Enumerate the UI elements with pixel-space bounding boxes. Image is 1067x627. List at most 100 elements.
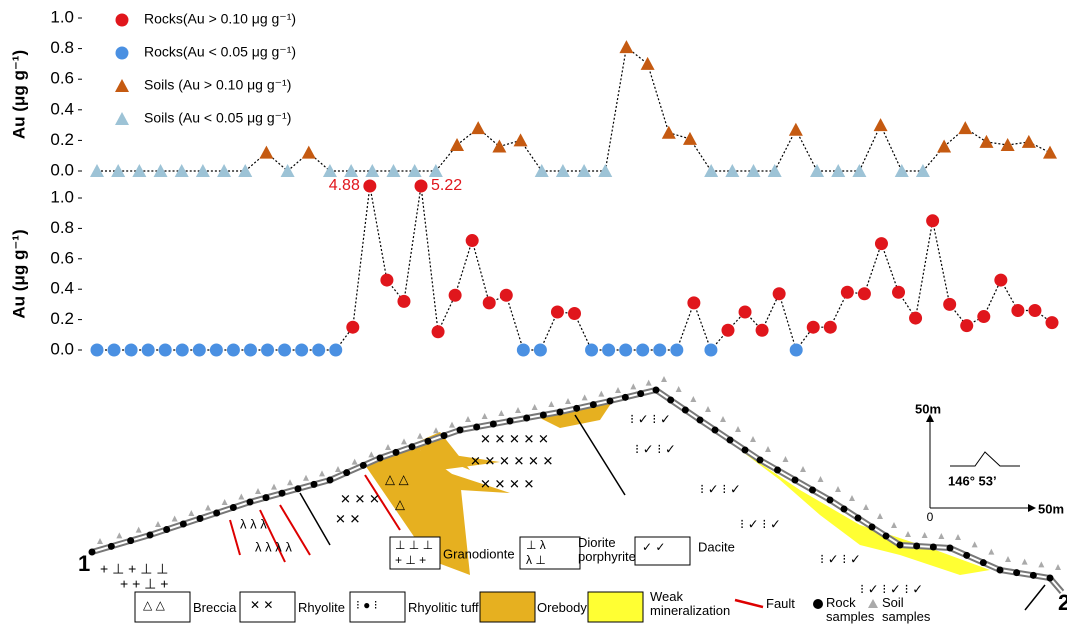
rock-sample xyxy=(667,397,674,404)
soil-sample xyxy=(417,433,423,439)
y-tick-label: 0.6 xyxy=(50,248,74,267)
data-point xyxy=(892,286,905,299)
data-point xyxy=(926,214,939,227)
rock-sample xyxy=(343,469,350,476)
legend-label: Rhyolitic tuff xyxy=(408,601,479,615)
section-start: 1 xyxy=(78,551,90,576)
soil-sample xyxy=(433,427,439,433)
rock-sample xyxy=(1047,575,1054,582)
soil-sample xyxy=(1038,561,1044,567)
svg-text:✕ ✕ ✕ ✕ ✕: ✕ ✕ ✕ ✕ ✕ xyxy=(480,431,549,446)
data-point xyxy=(874,118,888,131)
rock-sample xyxy=(897,542,904,549)
rock-sample xyxy=(441,432,448,439)
y-axis-label: Au (μg g⁻¹) xyxy=(9,50,28,139)
svg-text:λ ⊥: λ ⊥ xyxy=(526,553,546,567)
data-point xyxy=(977,310,990,323)
svg-text:⁝ ✓ ⁝ ✓: ⁝ ✓ ⁝ ✓ xyxy=(820,551,861,566)
soil-sample xyxy=(1022,559,1028,565)
soil-sample xyxy=(155,521,161,527)
soil-sample xyxy=(938,533,944,539)
rock-sample xyxy=(507,418,514,425)
soil-sample xyxy=(800,466,806,472)
rock-sample xyxy=(653,387,660,394)
unit-label: Dacite xyxy=(698,539,735,554)
data-point xyxy=(517,344,530,357)
soil-sample xyxy=(877,513,883,519)
soil-sample xyxy=(303,475,309,481)
y-tick-label: 0.2 xyxy=(50,309,74,328)
svg-text:λ λ λ λ: λ λ λ λ xyxy=(255,539,292,554)
connector xyxy=(864,244,881,294)
data-point xyxy=(1022,135,1036,148)
connector xyxy=(648,64,669,133)
data-point xyxy=(91,344,104,357)
rock-sample xyxy=(1013,569,1020,576)
soil-sample xyxy=(548,401,554,407)
rock-sample xyxy=(573,405,580,412)
soil-sample xyxy=(863,504,869,510)
figure: + ⊥ + ⊥ ⊥ + + ⊥ + λ λ λ λ λ λ λ ✕ ✕ ✕ ✕ … xyxy=(0,0,1067,627)
soil-sample xyxy=(615,387,621,393)
soil-sample xyxy=(449,422,455,428)
soil-sample xyxy=(271,484,277,490)
rock-sample xyxy=(409,443,416,450)
data-point xyxy=(259,146,273,159)
rock-sample xyxy=(295,485,302,492)
soil-sample xyxy=(905,531,911,537)
rock-sample xyxy=(523,415,530,422)
soil-sample xyxy=(532,404,538,410)
data-point xyxy=(568,307,581,320)
connector xyxy=(472,241,489,303)
data-point xyxy=(193,344,206,357)
soil-sample xyxy=(136,527,142,533)
attitude-symbol xyxy=(950,452,1020,466)
data-point xyxy=(415,180,428,193)
connector xyxy=(881,244,898,293)
rock-sample xyxy=(947,545,954,552)
rock-sample xyxy=(457,427,464,434)
y-tick-label: 0.0 xyxy=(50,160,74,179)
rock-sample xyxy=(697,417,704,424)
rock-sample xyxy=(980,559,987,566)
soil-sample xyxy=(922,532,928,538)
legend-marker xyxy=(116,47,129,60)
unit-label: Granodionte xyxy=(443,546,515,561)
rock-sample xyxy=(279,490,286,497)
data-point xyxy=(619,40,633,53)
y-tick-label: 0.4 xyxy=(50,99,74,118)
soil-sample xyxy=(188,510,194,516)
rock-sample xyxy=(263,494,270,501)
soil-sample xyxy=(835,486,841,492)
soil-sample xyxy=(319,470,325,476)
data-point xyxy=(108,344,121,357)
soil-sample xyxy=(735,426,741,432)
cross-section: + ⊥ + ⊥ ⊥ + + ⊥ + λ λ λ λ λ λ λ ✕ ✕ ✕ ✕ … xyxy=(78,376,1067,622)
data-point xyxy=(227,344,240,357)
soil-sample xyxy=(352,459,358,465)
svg-text:⁝ ✓ ⁝ ✓: ⁝ ✓ ⁝ ✓ xyxy=(630,411,671,426)
data-point xyxy=(1043,146,1057,159)
y-tick-label: 0.2 xyxy=(50,130,74,149)
y-tick-label: 0.8 xyxy=(50,218,74,237)
data-point xyxy=(449,289,462,302)
rock-sample xyxy=(473,424,480,431)
data-point xyxy=(739,306,752,319)
connector xyxy=(353,186,370,327)
data-point xyxy=(329,344,342,357)
connector xyxy=(421,186,438,332)
soil-sample xyxy=(205,505,211,511)
connector xyxy=(779,294,796,350)
rock-sample xyxy=(540,412,547,419)
data-point xyxy=(662,126,676,139)
rock-sample xyxy=(327,477,334,484)
rock-sample xyxy=(809,487,816,494)
data-point xyxy=(295,344,308,357)
connector xyxy=(881,125,902,171)
rock-sample xyxy=(590,401,597,408)
rock-sample xyxy=(425,438,432,445)
contact xyxy=(1025,585,1045,610)
soil-sample xyxy=(630,383,636,389)
unit-label: Diorite porphyrite xyxy=(578,536,638,564)
data-point xyxy=(142,344,155,357)
